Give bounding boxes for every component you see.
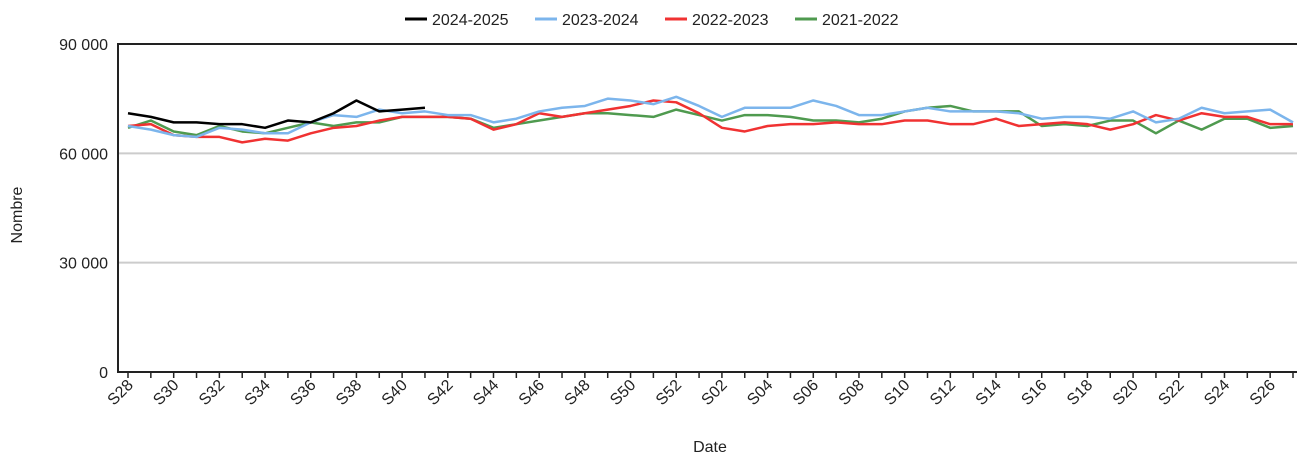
x-tick-label: S38 bbox=[333, 377, 365, 409]
x-tick-label: S10 bbox=[881, 377, 913, 409]
x-tick-label: S24 bbox=[1201, 377, 1233, 409]
x-tick-label: S48 bbox=[562, 377, 594, 409]
x-tick-label: S28 bbox=[105, 377, 137, 409]
y-tick-label: 0 bbox=[99, 365, 108, 382]
legend-label: 2024-2025 bbox=[432, 12, 509, 29]
x-tick-label: S08 bbox=[836, 377, 868, 409]
x-tick-label: S22 bbox=[1155, 377, 1187, 409]
x-tick-label: S12 bbox=[927, 377, 959, 409]
x-tick-label: S40 bbox=[379, 377, 411, 409]
x-tick-label: S26 bbox=[1247, 377, 1279, 409]
x-tick-label: S04 bbox=[744, 377, 776, 409]
y-tick-label: 90 000 bbox=[59, 37, 108, 54]
x-tick-label: S50 bbox=[607, 377, 639, 409]
series-line bbox=[127, 99, 1293, 144]
legend-item: 2024-2025 bbox=[405, 12, 509, 29]
legend-item: 2022-2023 bbox=[665, 12, 769, 29]
x-tick-label: S20 bbox=[1110, 377, 1142, 409]
x-tick-label: S06 bbox=[790, 377, 822, 409]
x-tick-label: S46 bbox=[516, 377, 548, 409]
legend-label: 2022-2023 bbox=[692, 12, 769, 29]
legend-label: 2023-2024 bbox=[562, 12, 639, 29]
x-tick-label: S42 bbox=[424, 377, 456, 409]
legend-item: 2023-2024 bbox=[535, 12, 639, 29]
x-tick-label: S02 bbox=[699, 377, 731, 409]
legend-label: 2021-2022 bbox=[822, 12, 899, 29]
x-axis-title: Date bbox=[693, 439, 727, 456]
series-line bbox=[127, 99, 426, 130]
y-axis-title: Nombre bbox=[9, 186, 26, 243]
x-tick-label: S36 bbox=[287, 377, 319, 409]
y-tick-label: 60 000 bbox=[59, 146, 108, 163]
x-tick-label: S16 bbox=[1018, 377, 1050, 409]
x-tick-label: S52 bbox=[653, 377, 685, 409]
x-tick-label: S44 bbox=[470, 377, 502, 409]
x-tick-label: S14 bbox=[973, 377, 1005, 409]
series-line bbox=[127, 104, 1294, 137]
y-tick-label: 30 000 bbox=[59, 256, 108, 273]
legend-item: 2021-2022 bbox=[795, 12, 899, 29]
x-tick-label: S18 bbox=[1064, 377, 1096, 409]
x-tick-label: S30 bbox=[150, 377, 182, 409]
x-tick-label: S32 bbox=[196, 377, 228, 409]
x-tick-label: S34 bbox=[242, 377, 274, 409]
